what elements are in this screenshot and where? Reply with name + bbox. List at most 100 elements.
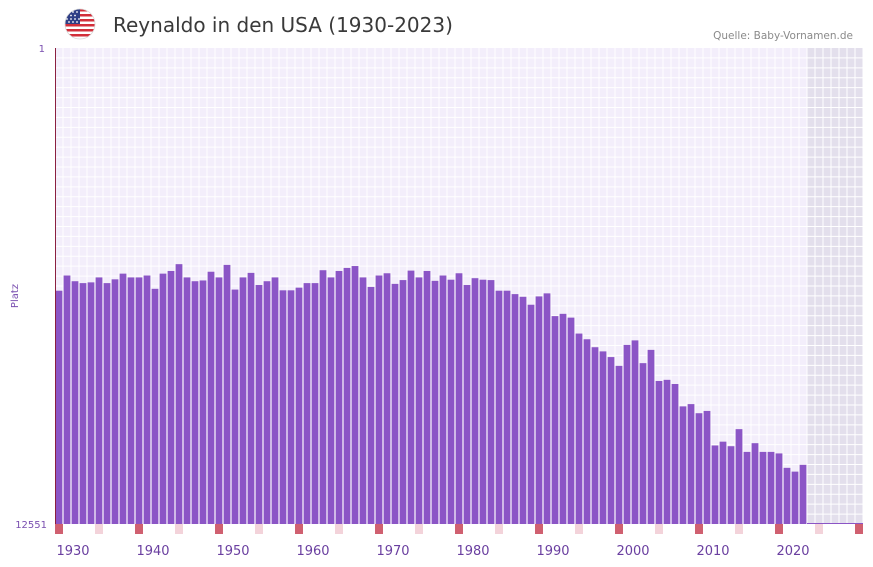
- bar: [783, 467, 791, 524]
- y-tick-label-bottom: 12551: [15, 520, 47, 531]
- bar: [319, 270, 327, 524]
- x-tick-label: 1940: [136, 544, 169, 559]
- bar: [695, 413, 703, 524]
- half-decade-marker: [255, 524, 263, 534]
- x-tick-label: 1990: [536, 544, 569, 559]
- bar: [599, 351, 607, 524]
- bar: [239, 277, 247, 524]
- bar: [687, 404, 695, 524]
- bar: [679, 406, 687, 524]
- bar: [199, 280, 207, 524]
- bar: [399, 280, 407, 524]
- bar: [119, 273, 127, 524]
- bar: [767, 451, 775, 524]
- bar: [55, 290, 63, 524]
- bar: [663, 379, 671, 524]
- decade-marker: [535, 524, 543, 534]
- bar: [543, 293, 551, 524]
- decade-marker: [295, 524, 303, 534]
- x-tick-label: 1960: [296, 544, 329, 559]
- bar: [671, 384, 679, 524]
- x-tick-label: 1980: [456, 544, 489, 559]
- bar: [775, 453, 783, 524]
- bar: [527, 304, 535, 524]
- x-tick-label: 2000: [616, 544, 649, 559]
- bar: [743, 451, 751, 524]
- bar: [151, 288, 159, 524]
- bar: [295, 287, 303, 524]
- decade-marker: [135, 524, 143, 534]
- bar: [615, 365, 623, 524]
- bar: [383, 273, 391, 524]
- bar: [495, 290, 503, 524]
- bar: [759, 451, 767, 524]
- decade-marker: [375, 524, 383, 534]
- bar: [631, 340, 639, 524]
- bar: [135, 277, 143, 524]
- year-markers: [55, 524, 863, 534]
- bar: [503, 290, 511, 524]
- decade-marker: [455, 524, 463, 534]
- bar: [359, 277, 367, 524]
- bar: [455, 273, 463, 524]
- decade-marker: [615, 524, 623, 534]
- bar: [655, 380, 663, 524]
- bars: [55, 264, 863, 524]
- bar: [255, 285, 263, 524]
- bar: [623, 344, 631, 524]
- bar: [607, 357, 615, 524]
- bar: [751, 443, 759, 524]
- bar: [471, 278, 479, 524]
- bar: [271, 277, 279, 524]
- bar: [639, 363, 647, 524]
- bar: [191, 281, 199, 524]
- bar: [447, 279, 455, 524]
- bar: [407, 270, 415, 524]
- bar: [263, 281, 271, 524]
- bar: [703, 410, 711, 524]
- bar: [791, 471, 799, 524]
- bar: [719, 441, 727, 524]
- half-decade-marker: [95, 524, 103, 534]
- half-decade-marker: [735, 524, 743, 534]
- usa-flag-icon: [64, 8, 96, 40]
- bar: [327, 277, 335, 524]
- bar: [343, 267, 351, 524]
- bar: [535, 296, 543, 524]
- bar: [727, 446, 735, 524]
- bar: [63, 275, 71, 524]
- bar: [799, 464, 807, 524]
- bar: [439, 275, 447, 524]
- source-label: Quelle: Baby-Vornamen.de: [713, 30, 853, 42]
- bar: [311, 283, 319, 524]
- bar: [415, 277, 423, 524]
- chart-title: Reynaldo in den USA (1930-2023): [113, 13, 453, 37]
- bar: [103, 283, 111, 524]
- half-decade-marker: [815, 524, 823, 534]
- bar: [583, 339, 591, 524]
- x-tick-label: 1950: [216, 544, 249, 559]
- bar: [479, 279, 487, 524]
- bar: [559, 313, 567, 524]
- bar: [87, 282, 95, 524]
- bar: [647, 349, 655, 524]
- bar: [351, 266, 359, 524]
- bar: [159, 273, 167, 524]
- bar: [423, 270, 431, 524]
- bar: [207, 271, 215, 524]
- bar: [231, 289, 239, 524]
- half-decade-marker: [415, 524, 423, 534]
- y-tick-label-top: 1: [39, 44, 45, 55]
- x-tick-label: 2020: [776, 544, 809, 559]
- y-axis: 1 12551 Platz: [10, 44, 56, 531]
- x-tick-label: 1970: [376, 544, 409, 559]
- half-decade-marker: [175, 524, 183, 534]
- decade-marker: [695, 524, 703, 534]
- x-tick-label: 1930: [56, 544, 89, 559]
- bar: [575, 333, 583, 524]
- bar: [511, 294, 519, 524]
- bar: [391, 283, 399, 524]
- decade-marker: [55, 524, 63, 534]
- decade-marker: [855, 524, 863, 534]
